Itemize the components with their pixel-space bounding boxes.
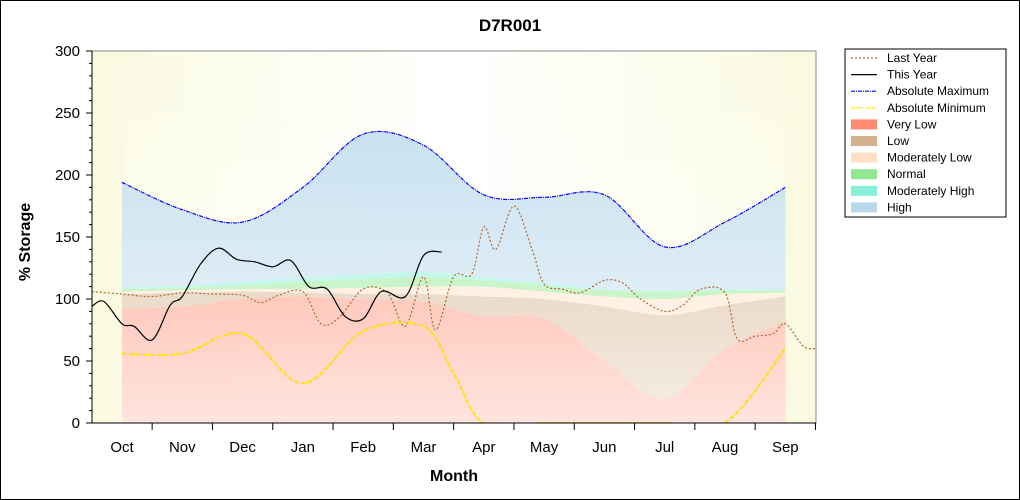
legend-label: Very Low [887, 117, 937, 131]
series-this-year [92, 247, 442, 342]
chart-title: D7R001 [479, 16, 541, 35]
legend-label: This Year [887, 68, 937, 82]
series-last-year [92, 205, 816, 350]
x-tick-label: Sep [772, 439, 799, 456]
y-axis-ticks: 0 50 100 150 200 250 300 [55, 43, 92, 432]
y-tick-label: 200 [55, 167, 80, 184]
legend-label: Absolute Maximum [887, 84, 989, 98]
series-absolute-maximum [121, 130, 786, 249]
legend-swatch [851, 169, 877, 180]
x-tick-label: May [530, 439, 559, 456]
series-absolute-minimum [121, 321, 787, 423]
legend-swatch [851, 185, 877, 196]
band-layer [122, 51, 786, 423]
x-tick-label: Oct [110, 439, 134, 456]
x-axis-ticks: Oct Nov Dec Jan Feb Mar Apr May Jun Jul Aug Sep [110, 423, 816, 456]
x-tick-label: Aug [712, 439, 739, 456]
x-tick-label: Jan [291, 439, 315, 456]
y-tick-label: 150 [55, 229, 80, 246]
x-axis-title: Month [430, 468, 478, 485]
y-tick-label: 50 [63, 353, 80, 370]
legend-label: Moderately Low [887, 151, 972, 165]
legend-swatch [851, 152, 877, 163]
legend-label: Absolute Minimum [887, 101, 986, 115]
y-tick-label: 300 [55, 43, 80, 60]
y-axis-title: % Storage [17, 203, 34, 281]
y-tick-label: 100 [55, 291, 80, 308]
legend-swatch [851, 136, 877, 146]
y-tick-label: 0 [72, 415, 80, 432]
x-tick-label: Nov [169, 439, 196, 456]
legend-label: Last Year [887, 51, 937, 65]
legend-swatch [851, 119, 877, 130]
legend-label: Low [887, 134, 909, 148]
x-tick-label: Jun [592, 439, 616, 456]
legend-label: Moderately High [887, 184, 974, 198]
legend: Last Year This Year Absolute Maximum Absolu… [844, 48, 1007, 218]
x-tick-label: Mar [411, 439, 437, 456]
series-layer [92, 130, 816, 423]
legend-label: High [887, 200, 912, 214]
legend-swatch [851, 202, 877, 213]
legend-label: Normal [887, 167, 926, 181]
x-tick-label: Jul [655, 439, 674, 456]
y-tick-label: 250 [55, 105, 80, 122]
x-tick-label: Apr [472, 439, 495, 456]
x-tick-label: Dec [229, 439, 256, 456]
band-fade [122, 51, 786, 423]
x-tick-label: Feb [350, 439, 376, 456]
